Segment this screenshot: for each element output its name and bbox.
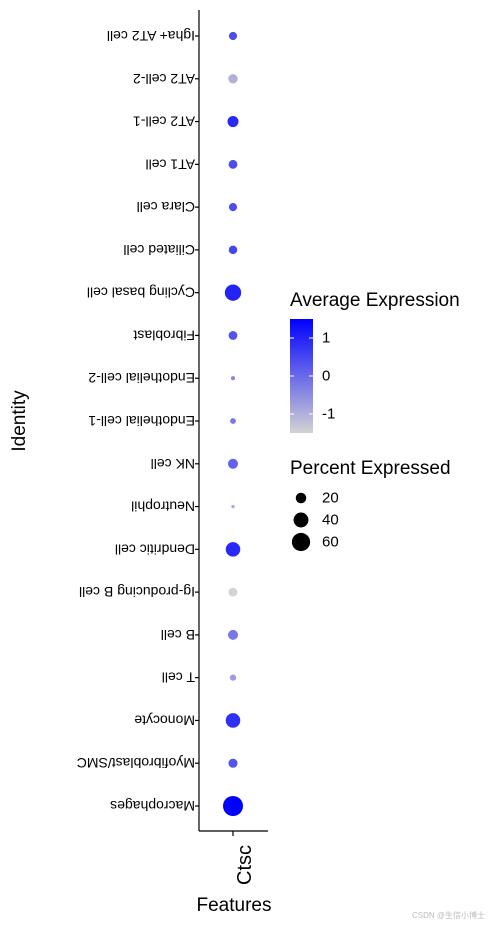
dot <box>228 74 238 84</box>
y-tick-label: AT2 cell-2 <box>133 71 195 87</box>
color-tick-label: 1 <box>322 330 330 347</box>
y-tick-label: Endothelial cell-2 <box>88 370 195 386</box>
color-bar <box>290 319 313 433</box>
y-tick-label: Endothelial cell-1 <box>88 413 195 429</box>
y-axis-labels: Igha+ AT2 cell AT2 cell-2 AT2 cell-1 AT1 ce… <box>77 28 195 814</box>
color-tick-label: -1 <box>322 406 335 423</box>
dot <box>228 245 238 255</box>
y-tick-label: Fibroblast <box>133 327 195 343</box>
size-legend-label: 40 <box>322 512 339 529</box>
size-legend-title: Percent Expressed <box>290 458 451 479</box>
size-legend-label: 20 <box>322 490 339 507</box>
size-legend-label: 60 <box>322 534 339 551</box>
color-legend-title: Average Expression <box>290 290 460 311</box>
y-tick-label: Cycling basal cell <box>87 285 195 301</box>
dot <box>225 713 241 728</box>
y-tick-label: B cell <box>161 627 195 643</box>
watermark: CSDN @生信小博士 <box>411 911 485 920</box>
size-legend-dot <box>293 512 309 528</box>
dot <box>230 418 236 424</box>
dot <box>230 376 236 381</box>
dot <box>228 458 238 469</box>
dot <box>227 116 239 128</box>
dot <box>231 504 235 509</box>
dot-series <box>223 31 243 816</box>
dot <box>228 331 238 340</box>
dot <box>228 203 238 212</box>
y-tick-label: Igha+ AT2 cell <box>107 28 195 44</box>
size-legend-dot <box>291 532 311 552</box>
y-tick-label: AT1 cell <box>145 156 195 172</box>
y-axis-ticks <box>195 35 199 807</box>
x-axis-title: Features <box>197 895 272 916</box>
size-legend-dot <box>295 492 307 504</box>
size-legend: Percent Expressed 20 40 60 <box>290 458 451 552</box>
y-tick-label: NK cell <box>151 456 195 472</box>
dot <box>228 758 238 768</box>
y-tick-label: Ig-producing B cell <box>79 584 195 600</box>
dot <box>229 674 237 681</box>
dot <box>223 796 243 816</box>
y-tick-label: Ciliated cell <box>123 242 195 258</box>
y-tick-label: T cell <box>162 670 195 686</box>
y-tick-label: Dendritic cell <box>115 541 195 557</box>
y-tick-label: AT2 cell-1 <box>133 114 195 130</box>
x-tick-label: Ctsc <box>234 845 256 885</box>
y-tick-label: Neutrophil <box>131 499 195 515</box>
dot <box>224 284 242 301</box>
dot <box>228 159 238 169</box>
y-tick-label: Monocyte <box>134 712 195 728</box>
y-tick-label: Myofibroblast/SMC <box>77 755 195 771</box>
color-tick-label: 0 <box>322 368 330 385</box>
y-tick-label: Clara cell <box>137 199 195 215</box>
y-tick-label: Macrophages <box>110 798 195 814</box>
dot <box>228 629 238 640</box>
dot <box>228 31 238 41</box>
dot <box>228 587 238 597</box>
y-axis-title: Identity <box>9 390 30 452</box>
color-legend: Average Expression 1 0 -1 <box>290 290 460 433</box>
dot <box>225 542 241 557</box>
